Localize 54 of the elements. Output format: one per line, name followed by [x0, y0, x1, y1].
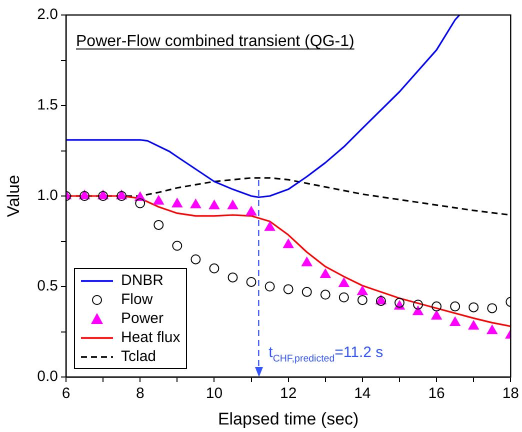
point: [468, 320, 479, 330]
point: [154, 220, 164, 230]
point: [357, 295, 368, 306]
point: [153, 195, 164, 205]
point: [357, 286, 368, 296]
point: [320, 268, 331, 278]
legend-label: DNBR: [121, 271, 164, 290]
x-tick-label: 8: [136, 385, 144, 402]
point: [135, 198, 146, 208]
point: [172, 240, 182, 251]
x-tick-label: 16: [428, 385, 445, 402]
x-tick-label: 14: [354, 385, 371, 402]
legend-label: Flow: [121, 290, 153, 309]
point: [487, 303, 498, 314]
point: [302, 286, 312, 297]
point: [432, 301, 442, 312]
point: [264, 222, 276, 231]
point: [450, 301, 460, 312]
y-axis-title: Value: [4, 174, 23, 218]
y-tick-label: 0.5: [37, 278, 58, 295]
legend-label: Power: [121, 309, 164, 328]
point: [431, 310, 442, 320]
point: [338, 278, 350, 288]
x-tick-label: 12: [280, 385, 297, 402]
point: [302, 256, 312, 266]
y-tick-label: 2.0: [37, 6, 58, 24]
point: [450, 316, 460, 326]
point: [264, 282, 275, 292]
x-tick-label: 10: [206, 385, 223, 402]
point: [209, 263, 220, 274]
point: [283, 284, 294, 294]
point: [246, 206, 257, 216]
point: [227, 200, 238, 210]
x-tick-label: 6: [62, 385, 70, 402]
point: [246, 276, 256, 287]
text: Power-Flow combined transient (QG-1): [76, 33, 354, 50]
y-tick-label: 1.0: [37, 187, 58, 204]
legend-label: Heat flux: [121, 328, 180, 347]
x-tick-label: 18: [502, 385, 519, 402]
point: [320, 290, 330, 300]
point: [486, 324, 498, 334]
point: [338, 292, 349, 302]
point: [190, 199, 201, 208]
y-tick-label: 1.5: [37, 96, 58, 114]
point: [190, 254, 201, 264]
y-tick-label: 0.0: [37, 368, 58, 386]
point: [283, 238, 294, 248]
point: [172, 198, 182, 208]
point: [413, 300, 424, 310]
legend-label: Tclad: [121, 347, 156, 366]
point: [228, 272, 238, 282]
point: [208, 200, 220, 210]
x-axis-title: Elapsed time (sec): [218, 409, 359, 428]
point: [468, 302, 479, 312]
